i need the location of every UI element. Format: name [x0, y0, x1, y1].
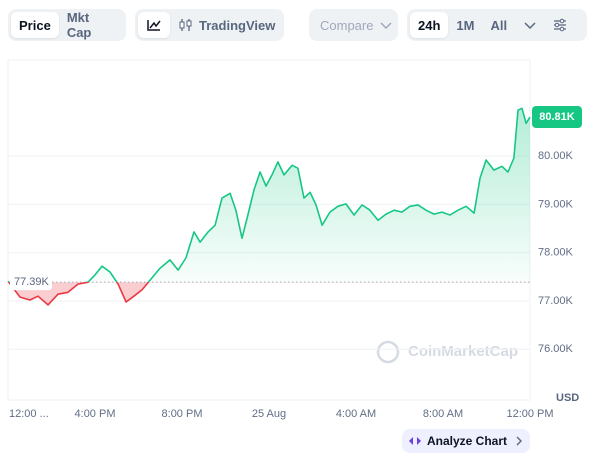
last-price-bg	[532, 105, 582, 128]
x-tick-label: 4:00 AM	[336, 408, 376, 420]
analyze-icon	[408, 437, 421, 445]
price-mode-toggle: Price Mkt Cap	[8, 9, 126, 41]
compare-dropdown[interactable]: Compare	[309, 9, 398, 41]
y-tick-label: 77.00K	[538, 295, 574, 307]
x-tick-label: 8:00 PM	[162, 408, 203, 420]
range-toggle: 24h 1M All	[407, 9, 587, 41]
tab-button[interactable]: Price	[11, 12, 59, 38]
compare-label: Compare	[320, 17, 374, 33]
price-line	[7, 107, 531, 306]
chevron-right	[516, 436, 523, 446]
range-button[interactable]: 24h	[410, 12, 449, 38]
plot-frame	[7, 59, 531, 401]
tab-button[interactable]: Mkt Cap	[66, 10, 92, 40]
settings-icon	[554, 18, 567, 32]
range-more[interactable]	[515, 12, 545, 38]
line-icon	[147, 20, 161, 31]
settings-button[interactable]	[545, 12, 575, 38]
chart-style-toggle: TradingView	[135, 9, 284, 41]
watermark-logo	[376, 340, 400, 364]
tradingview-label: TradingView	[199, 17, 276, 33]
range-button[interactable]: 1M	[456, 17, 475, 33]
line-chart-button[interactable]	[138, 12, 170, 38]
x-tick-label: 8:00 AM	[423, 408, 463, 420]
x-tick-label: 12:00 PM	[506, 408, 553, 420]
watermark: CoinMarketCap	[408, 343, 518, 360]
y-tick-label: 80.00K	[538, 150, 574, 162]
x-tick-label: 4:00 PM	[75, 408, 116, 420]
y-tick-label: 79.00K	[538, 198, 574, 210]
baseline-label: 77.39K	[14, 276, 50, 288]
last-price-label: 80.81K	[539, 111, 575, 123]
x-tick-label: 25 Aug	[252, 408, 286, 420]
baseline-label-bg	[10, 274, 52, 291]
chevron-icon	[380, 22, 392, 30]
y-tick-label: 76.00K	[538, 343, 574, 355]
y-axis-unit: USD	[556, 392, 579, 404]
candle-icon	[179, 19, 192, 31]
range-button[interactable]: All	[490, 17, 508, 33]
price-area	[8, 108, 530, 305]
y-tick-label: 78.00K	[538, 247, 574, 259]
tradingview-button[interactable]: TradingView	[170, 12, 283, 38]
compare-button[interactable]: Compare	[312, 12, 401, 38]
analyze-label: Analyze Chart	[426, 434, 508, 448]
chevron-icon	[524, 22, 536, 30]
analyze-chart-button[interactable]: Analyze Chart	[402, 429, 530, 453]
x-tick-label: 12:00 ...	[9, 408, 49, 420]
